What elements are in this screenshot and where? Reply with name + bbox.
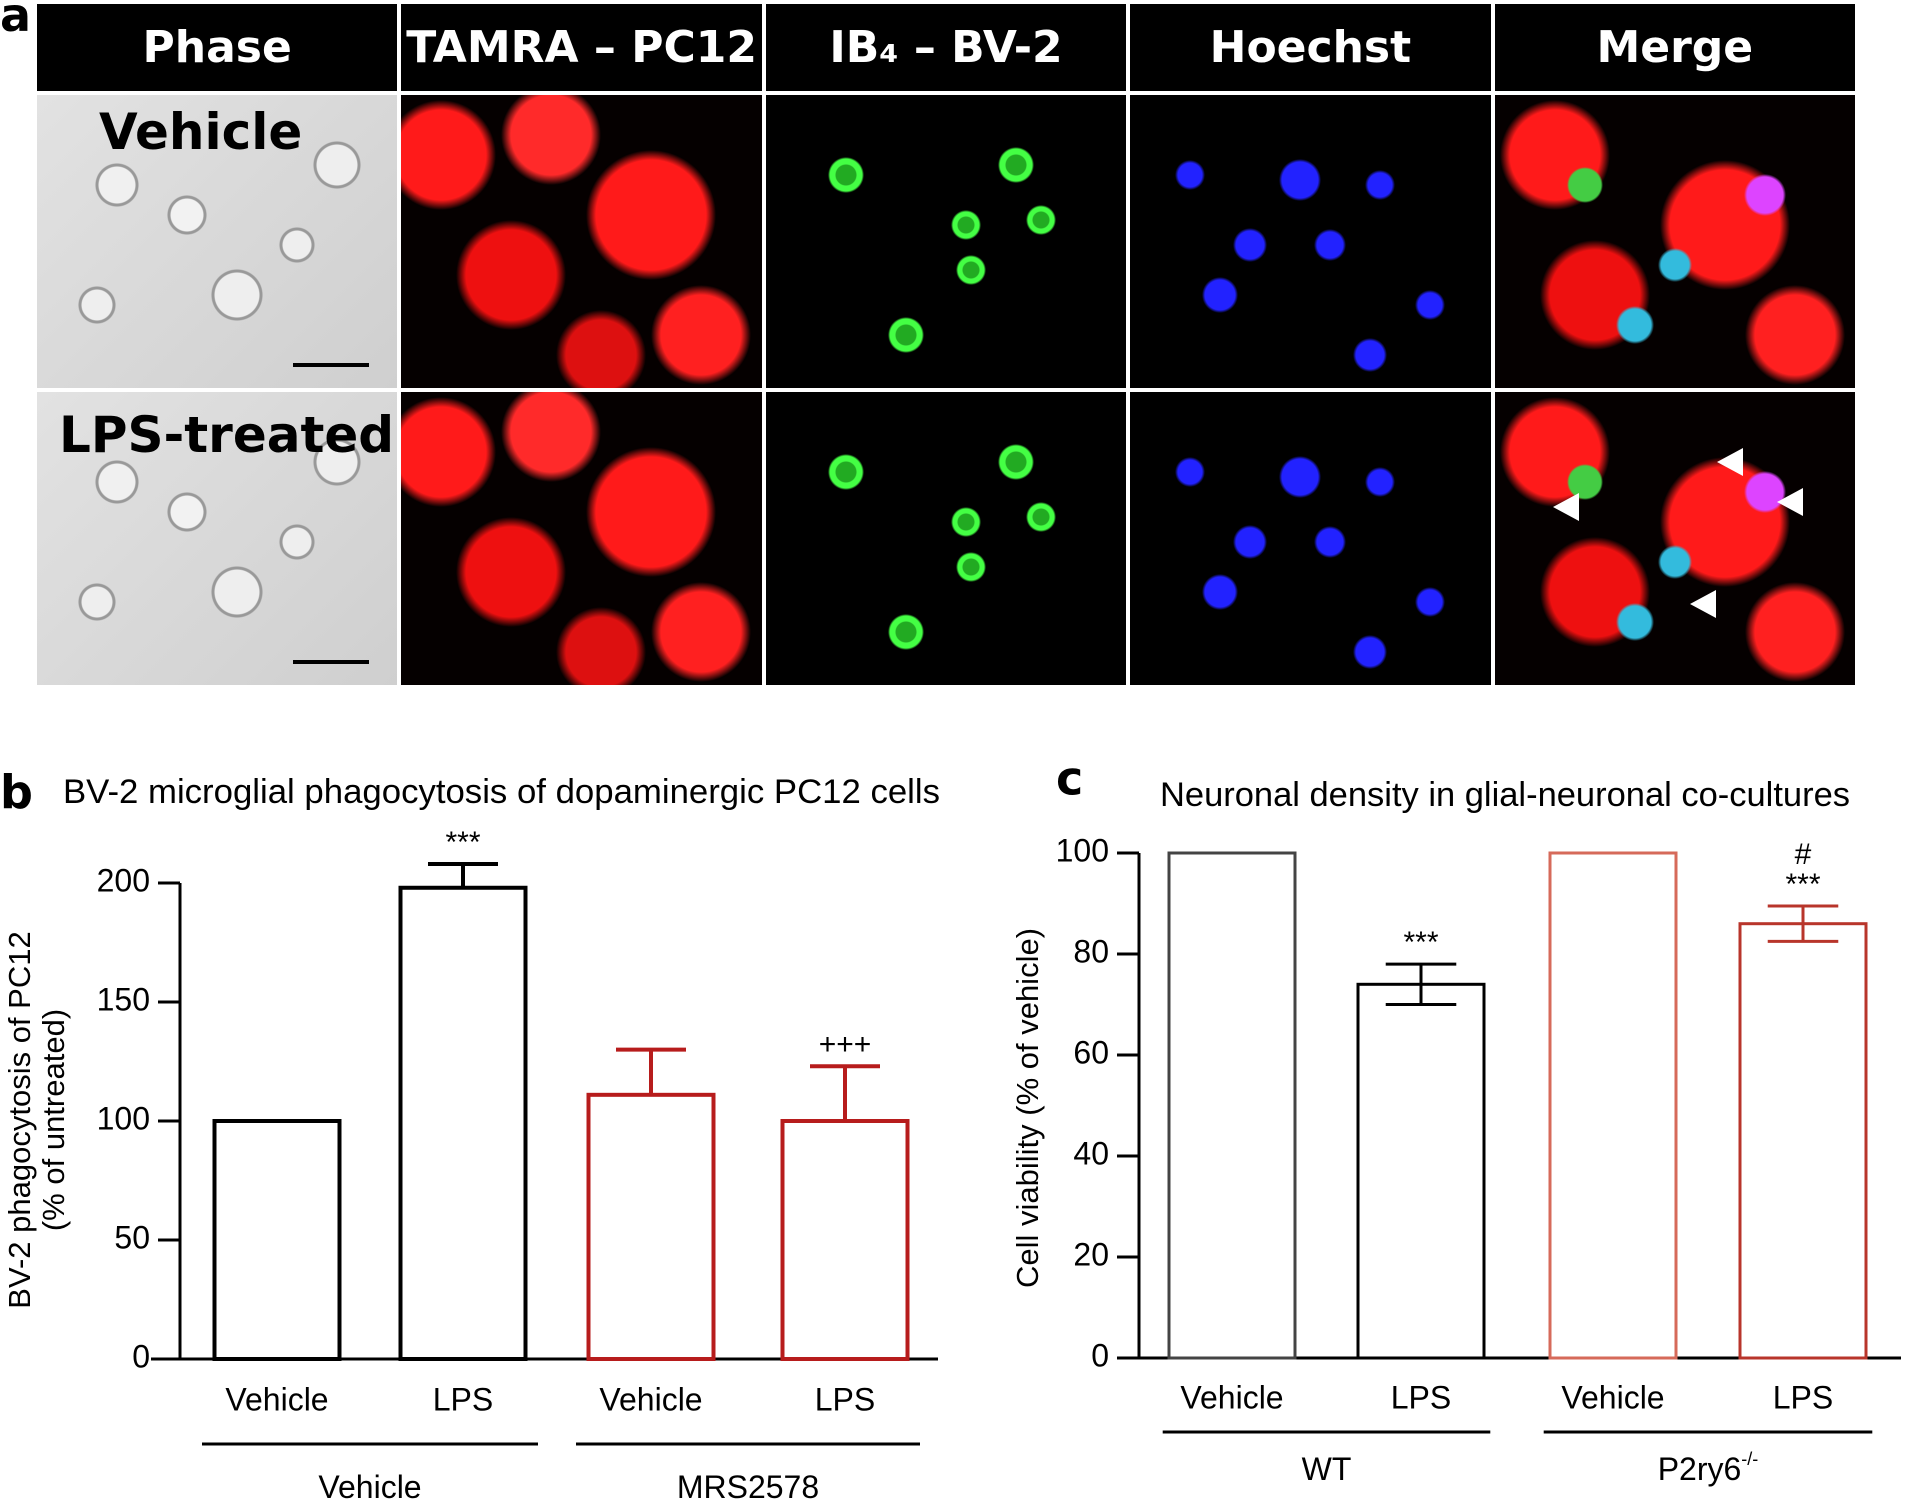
hoechst-image	[1130, 392, 1491, 685]
bar	[1738, 922, 1868, 1360]
y-tick-label: 80	[1073, 933, 1109, 969]
y-axis-label: Cell viability (% of vehicle)	[1010, 928, 1045, 1288]
bar	[1548, 851, 1678, 1360]
y-tick-label: 60	[1073, 1034, 1109, 1070]
group-label-text: MRS2578	[677, 1469, 819, 1500]
x-tick-label: LPS	[815, 1381, 875, 1417]
tamra-image	[401, 392, 762, 685]
phase-image: LPS-treated	[37, 392, 398, 685]
column-header: Hoechst	[1130, 4, 1491, 91]
scale-bar	[293, 660, 369, 664]
arrowhead	[1552, 493, 1579, 521]
arrowheads	[1552, 448, 1803, 618]
x-tick-label: Vehicle	[1180, 1379, 1283, 1415]
error-bar	[1767, 904, 1839, 943]
significance-label: #	[1795, 838, 1812, 871]
merge-image	[1494, 392, 1855, 685]
panel-letter: a	[0, 0, 32, 42]
bar	[212, 1119, 342, 1361]
significance-label: ***	[445, 826, 480, 859]
ib4-image	[765, 95, 1127, 388]
bar	[1167, 851, 1297, 1360]
chart-title: BV-2 microglial phagocytosis of dopamine…	[63, 773, 940, 811]
error-bar	[428, 861, 498, 888]
scale-bar	[293, 363, 369, 367]
y-tick-label: 100	[97, 1100, 150, 1136]
panel-letter: c	[1056, 752, 1083, 806]
bar	[398, 885, 528, 1361]
y-tick-label: 200	[97, 862, 150, 898]
group-label-text: Vehicle	[318, 1469, 421, 1500]
group-label-text: P2ry6	[1658, 1451, 1742, 1487]
y-tick-label: 50	[114, 1219, 150, 1255]
group-label-text: WT	[1302, 1451, 1352, 1487]
panel-letter: b	[0, 766, 33, 820]
chart-title: Neuronal density in glial-neuronal co-cu…	[1160, 776, 1850, 814]
significance-label: ***	[1785, 868, 1820, 901]
x-tick-label: LPS	[433, 1381, 493, 1417]
bar	[1356, 982, 1486, 1360]
merge-image	[1494, 95, 1855, 388]
y-tick-label: 40	[1073, 1135, 1109, 1171]
y-axis-label: BV-2 phagocytosis of PC12	[2, 931, 37, 1308]
y-tick-label: 100	[1056, 832, 1109, 868]
arrowhead	[1689, 590, 1716, 618]
x-tick-label: Vehicle	[225, 1381, 328, 1417]
column-header: Merge	[1494, 4, 1855, 91]
significance-label: +++	[819, 1028, 872, 1061]
error-bar	[810, 1064, 880, 1121]
x-tick-label: LPS	[1773, 1379, 1833, 1415]
ib4-image	[765, 392, 1127, 685]
error-bar	[1385, 962, 1457, 1006]
column-header: Phase	[37, 4, 398, 91]
error-bar	[616, 1047, 686, 1095]
arrowhead	[1716, 448, 1743, 476]
tamra-image	[401, 95, 762, 388]
row-label: LPS-treated	[59, 406, 395, 464]
column-header: TAMRA – PC12	[401, 4, 762, 91]
group-label: MRS2578	[677, 1469, 819, 1500]
y-tick-label: 150	[97, 981, 150, 1017]
y-axis-label: (% of untreated)	[36, 1009, 71, 1231]
row-label: Vehicle	[99, 103, 303, 161]
column-header: IB₄ – BV-2	[765, 4, 1127, 91]
x-tick-label: LPS	[1391, 1379, 1451, 1415]
y-tick-label: 0	[132, 1338, 150, 1374]
x-tick-label: Vehicle	[1561, 1379, 1664, 1415]
x-tick-label: Vehicle	[599, 1381, 702, 1417]
significance-label: ***	[1403, 926, 1438, 959]
arrowhead	[1776, 488, 1803, 516]
group-label: P2ry6-/-	[1658, 1449, 1759, 1488]
bar	[780, 1119, 910, 1361]
hoechst-image	[1130, 95, 1491, 388]
group-label-superscript: -/-	[1741, 1449, 1758, 1469]
phase-image: Vehicle	[37, 95, 398, 388]
y-tick-label: 0	[1091, 1337, 1109, 1373]
group-label: Vehicle	[318, 1469, 421, 1500]
y-tick-label: 20	[1073, 1236, 1109, 1272]
bar	[586, 1092, 716, 1361]
microscopy-grid: Phase TAMRA – PC12 IB₄ – BV-2 Hoechst Me…	[37, 4, 1855, 685]
group-label: WT	[1302, 1451, 1352, 1487]
